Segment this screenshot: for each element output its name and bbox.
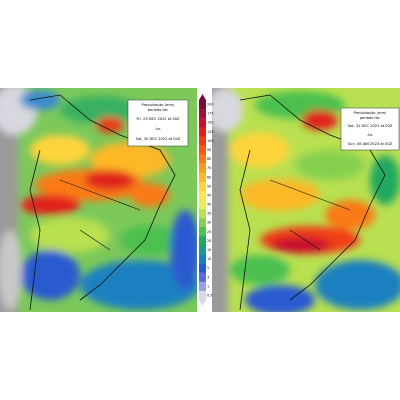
colorbar-label: 20 — [207, 239, 211, 243]
colorbar-label: 1 — [207, 284, 209, 288]
colorbar-swatch — [199, 281, 206, 292]
colorbar-swatch — [199, 190, 206, 201]
legend-text: Sat, 31 DEC 2022 at 00Z — [348, 124, 393, 128]
colorbar-swatch — [199, 272, 206, 283]
legend-text: período de: — [148, 108, 169, 112]
colorbar-swatch — [199, 245, 206, 255]
legend-box — [127, 99, 189, 147]
colorbar-label: 90 — [207, 148, 211, 152]
colorbar-label: 40 — [207, 203, 211, 207]
colorbar-swatch — [199, 136, 206, 146]
colorbar-label: 200 — [207, 103, 213, 107]
colorbar-swatch — [199, 145, 206, 155]
colorbar-label: 60 — [207, 175, 211, 179]
left-legend: Precipitação (mm) período de: Fri, 23 DE… — [127, 99, 189, 147]
colorbar-label: 5 — [207, 266, 209, 270]
colorbar-swatch — [199, 109, 206, 119]
right-legend: Precipitação (mm) período de: Sat, 31 DE… — [340, 107, 400, 151]
colorbar-swatch — [199, 181, 206, 192]
legend-text: -to- — [155, 127, 162, 131]
colorbar-label: 35 — [207, 212, 211, 216]
colorbar-swatch — [199, 154, 206, 164]
legend-text: Sun, 08 JAN 2023 at 00Z — [348, 142, 393, 146]
legend-text: Fri, 23 DEC 2022 at 00Z — [136, 117, 180, 121]
colorbar-label: 3 — [207, 275, 209, 279]
colorbar-label: 10 — [207, 257, 211, 261]
legend-text: Sat, 30 DEC 2022 at 00Z — [136, 137, 181, 141]
colorbar-swatch — [199, 172, 206, 183]
colorbar-top-arrow — [199, 94, 206, 100]
colorbar-label: 150 — [207, 121, 213, 125]
colorbar-swatch — [199, 290, 206, 301]
colorbar-label: 25 — [207, 230, 211, 234]
colorbar-label: 0.5 — [207, 293, 212, 297]
colorbar-label: 15 — [207, 248, 211, 252]
colorbar-label: 80 — [207, 157, 211, 161]
legend-text: período de: — [360, 116, 381, 120]
colorbar-swatch — [199, 218, 206, 228]
colorbar-swatch — [199, 118, 206, 128]
legend-box — [340, 107, 400, 151]
legend-text: -to- — [367, 133, 374, 137]
colorbar-bottom-arrow — [199, 300, 206, 306]
legend-text: Precipitação (mm) — [142, 103, 176, 107]
colorbar-label: 100 — [207, 139, 213, 143]
colorbar-swatch — [199, 263, 206, 273]
colorbar-label: 125 — [207, 130, 213, 134]
legend-text: Precipitação (mm) — [354, 111, 388, 115]
colorbar-label: 70 — [207, 166, 211, 170]
colorbar-swatch — [199, 127, 206, 137]
colorbar-label: 45 — [207, 193, 211, 197]
colorbar-swatch — [199, 163, 206, 173]
colorbar-swatch — [199, 100, 206, 110]
colorbar-swatch — [199, 209, 206, 219]
colorbar-swatch — [199, 254, 206, 264]
colorbar-label: 175 — [207, 112, 213, 116]
colorbar-label: 50 — [207, 184, 211, 188]
colorbar-swatch — [199, 236, 206, 246]
colorbar-label: 30 — [207, 221, 211, 225]
colorbar: 2001751501251009080706050454035302520151… — [199, 94, 213, 306]
colorbar-swatch — [199, 200, 206, 210]
colorbar-swatch — [199, 227, 206, 237]
